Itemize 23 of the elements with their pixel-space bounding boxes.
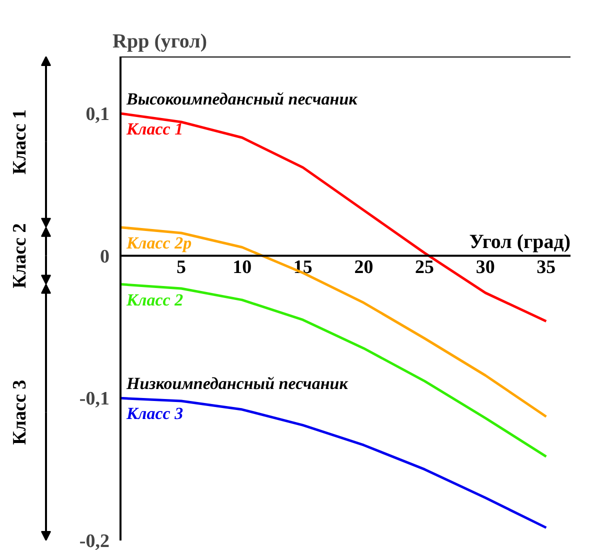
y-tick-label: -0,2 (79, 531, 110, 550)
series-label: Класс 2p (126, 233, 192, 252)
text: Класс 1 (10, 109, 30, 174)
x-axis-title: Угол (град) (469, 230, 571, 253)
text: Класс 3 (10, 380, 30, 445)
series-label: Класс 1 (126, 119, 184, 138)
annotation: Высокоимпедансный песчаник (126, 89, 358, 108)
x-tick-label: 10 (232, 256, 252, 278)
text: Класс 2 (10, 223, 30, 288)
annotation: Низкоимпедансный песчаник (126, 374, 348, 394)
series-label: Класс 2 (126, 290, 184, 310)
series-label: Класс 3 (126, 404, 184, 424)
y-tick-label: 0 (100, 246, 110, 268)
x-tick-label: 30 (476, 256, 495, 278)
x-tick-label: 35 (536, 256, 556, 278)
x-tick-label: 20 (354, 256, 374, 278)
line-series (120, 396, 548, 529)
x-tick-label: 5 (176, 256, 186, 278)
y-tick-label: -0,1 (79, 388, 110, 410)
line-series (120, 283, 548, 458)
y-tick-label: 0,1 (86, 104, 110, 125)
x-tick-label: 25 (415, 256, 434, 278)
y-axis-title: Rpp (угол) (112, 30, 208, 52)
